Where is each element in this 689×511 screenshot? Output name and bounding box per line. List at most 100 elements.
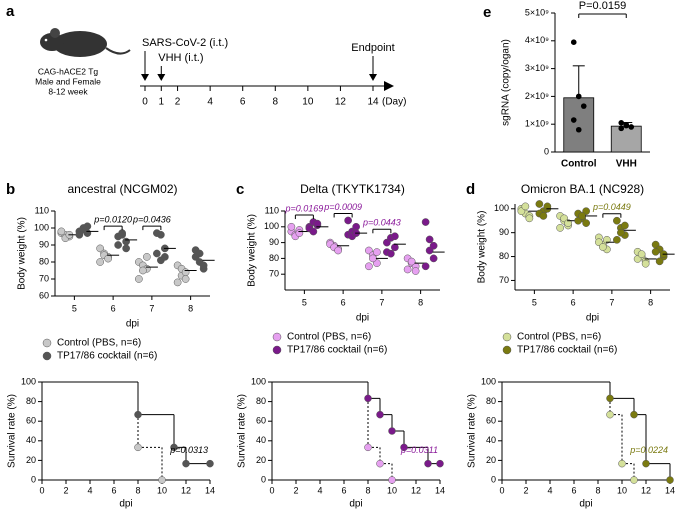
data-point: [407, 257, 416, 266]
data-point: [603, 235, 611, 244]
data-point: [613, 216, 621, 225]
x-axis-label: dpi: [579, 499, 592, 510]
y-axis-label: Body weight (%): [247, 214, 258, 287]
survival-marker: [206, 459, 214, 468]
x-tick-label: 12: [641, 485, 651, 495]
panel-label: a: [6, 3, 15, 20]
timeline-tick-label: 1: [159, 97, 165, 108]
legend-label: TP17/86 cocktail (n=6): [57, 351, 157, 362]
y-tick-label: 70: [39, 273, 49, 283]
data-point: [641, 259, 650, 268]
y-tick-label: 100: [264, 221, 279, 231]
data-point: [582, 219, 590, 227]
chart-title: ancestral (NCGM02): [67, 182, 177, 196]
data-point: [181, 275, 190, 283]
survival-marker: [630, 476, 638, 484]
data-point: [344, 216, 352, 225]
event-arrowhead: [157, 74, 166, 81]
y-tick-label: 90: [499, 227, 509, 237]
data-point: [628, 124, 635, 130]
timeline-tick-label: 6: [240, 97, 246, 108]
survival-marker: [134, 443, 142, 452]
x-tick-label: 7: [609, 297, 614, 307]
y-tick-label: 20: [256, 455, 266, 465]
x-tick-label: 8: [418, 297, 423, 307]
data-point: [575, 93, 582, 100]
bar: [610, 125, 642, 153]
x-tick-label: 2: [63, 485, 68, 495]
chart-title: Omicron BA.1 (NC928): [521, 182, 644, 196]
y-axis-label: sgRNA (copy/ogan): [501, 39, 512, 126]
x-tick-label: 6: [571, 297, 576, 307]
annotation: p=0.0443: [362, 218, 401, 228]
data-point: [425, 235, 434, 244]
y-tick-label: 2×10⁹: [525, 91, 549, 101]
x-tick-label: 4: [87, 485, 92, 495]
mouse-icon: [40, 28, 131, 57]
y-tick-label: 110: [35, 205, 49, 215]
panel-label: d: [466, 181, 475, 198]
y-tick-label: 100: [494, 203, 509, 213]
survival-marker: [618, 459, 626, 468]
data-point: [334, 246, 342, 255]
data-point: [599, 243, 607, 251]
x-tick-label: 6: [341, 297, 346, 307]
y-tick-label: 80: [26, 396, 36, 406]
x-axis-label: dpi: [356, 313, 369, 324]
data-point: [429, 254, 438, 263]
legend-label: Control (PBS, n=6): [287, 332, 371, 343]
data-point: [618, 125, 625, 132]
y-tick-label: 20: [486, 455, 496, 465]
survival-marker: [364, 394, 372, 403]
annotation: p=0.0311: [400, 445, 438, 455]
data-point: [181, 268, 190, 277]
data-point: [287, 222, 296, 231]
data-point: [618, 120, 625, 126]
annotation: p=0.0120: [93, 214, 132, 224]
y-tick-label: 3×10⁹: [525, 63, 549, 73]
y-tick-label: 4×10⁹: [525, 35, 549, 45]
annotation: p=0.0009: [323, 202, 362, 212]
data-point: [575, 126, 582, 133]
data-point: [578, 212, 586, 220]
panel-label: e: [483, 4, 491, 21]
data-point: [543, 202, 552, 211]
x-axis-label: dpi: [349, 499, 362, 510]
timeline-unit: (Day): [382, 97, 406, 108]
data-point: [623, 121, 630, 128]
x-tick-label: 2: [293, 485, 298, 495]
y-tick-label: 110: [265, 205, 279, 215]
x-tick-label: 4: [547, 485, 552, 495]
y-tick-label: 40: [26, 435, 36, 445]
survival-marker: [134, 410, 142, 419]
timeline-tick-label: 12: [335, 97, 347, 108]
x-tick-label: 0: [269, 485, 274, 495]
survival-marker: [630, 410, 638, 419]
y-tick-label: 60: [26, 416, 36, 426]
survival-marker: [364, 443, 372, 452]
event-label: Endpoint: [351, 42, 394, 54]
data-point: [295, 229, 304, 237]
x-tick-label: 14: [205, 485, 215, 495]
y-tick-label: 5×10⁹: [525, 7, 549, 17]
data-point: [365, 262, 373, 271]
x-tick-label: 0: [39, 485, 44, 495]
y-tick-label: 0: [544, 146, 549, 156]
survival-marker: [182, 459, 190, 468]
x-tick-label: 5: [302, 297, 307, 307]
data-point: [139, 266, 147, 275]
x-tick-label: 5: [532, 297, 537, 307]
data-point: [104, 254, 112, 263]
x-tick-label: 6: [571, 485, 576, 495]
data-point: [421, 218, 430, 226]
event-label: SARS-CoV-2 (i.t.): [142, 37, 228, 49]
x-tick-label: 14: [435, 485, 445, 495]
survival-marker: [424, 459, 432, 468]
mouse-text: 8-12 week: [48, 86, 88, 96]
y-tick-label: 60: [256, 416, 266, 426]
survival-marker: [606, 410, 614, 419]
legend-label: Control (PBS, n=6): [57, 338, 141, 349]
data-point: [570, 117, 577, 123]
data-point: [539, 212, 548, 220]
